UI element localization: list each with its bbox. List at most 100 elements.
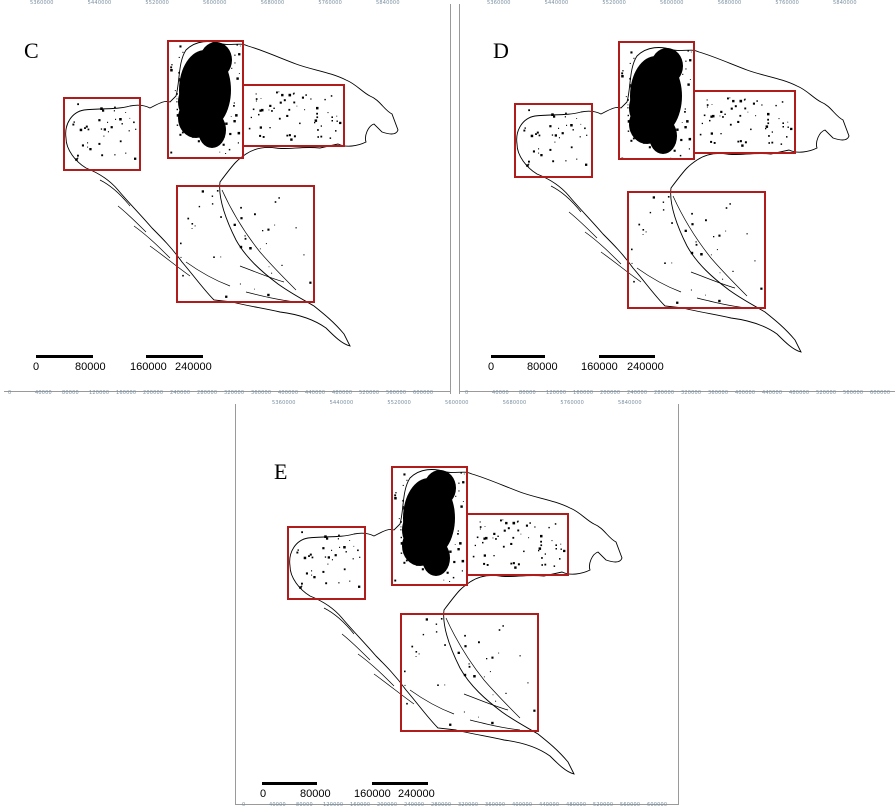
cover-speck	[503, 529, 506, 532]
cover-speck	[732, 270, 734, 272]
cover-speck	[750, 128, 752, 131]
cover-speck	[549, 125, 552, 128]
cover-speck	[654, 57, 656, 59]
cover-speck	[187, 70, 190, 73]
cover-speck	[403, 473, 406, 476]
coastline-island	[636, 267, 682, 293]
cover-speck	[512, 521, 516, 525]
cover-speck	[324, 98, 326, 101]
cover-speck	[259, 109, 262, 112]
cover-speck	[473, 675, 476, 678]
cover-speck	[338, 582, 340, 584]
cover-speck	[395, 492, 397, 494]
cover-speck	[121, 123, 123, 125]
cover-speck	[633, 57, 635, 59]
cover-speck	[701, 122, 703, 125]
bottom-tick-label: 120000	[546, 390, 567, 396]
cover-speck	[775, 104, 777, 107]
coastline-island	[117, 205, 147, 233]
cover-speck	[320, 125, 322, 127]
cover-speck	[689, 59, 692, 62]
bottom-tick-label: 320000	[224, 390, 245, 396]
cover-speck	[718, 234, 721, 237]
cover-speck	[648, 142, 650, 144]
cover-speck	[479, 526, 482, 528]
cover-speck	[629, 84, 631, 86]
cover-speck	[498, 652, 500, 654]
cover-speck	[449, 550, 452, 553]
cover-speck	[427, 479, 429, 481]
cover-speck	[644, 61, 647, 64]
cover-speck	[710, 132, 713, 135]
cover-speck	[223, 108, 226, 111]
cover-speck	[234, 54, 236, 56]
cover-speck	[584, 127, 586, 130]
cover-speck	[729, 203, 731, 205]
cover-speck	[447, 510, 449, 512]
coastline-island	[584, 231, 622, 265]
panel-e-left-frame	[235, 404, 236, 804]
cover-speck	[472, 555, 475, 558]
cover-speck	[739, 140, 742, 143]
cover-speck	[767, 122, 770, 125]
cover-speck	[516, 521, 519, 523]
cover-speck	[703, 114, 706, 117]
cover-speck	[435, 631, 438, 633]
cover-speck	[182, 118, 184, 120]
cover-speck	[394, 579, 397, 582]
cover-speck	[493, 532, 496, 535]
cover-speck	[100, 107, 103, 110]
cover-speck	[400, 521, 402, 523]
panel-c-bottom-ticks: 0 40000 80000 120000 160000 200000 240000 28000…	[8, 390, 440, 396]
cover-speck	[680, 138, 683, 142]
scale-label-160000: 160000	[354, 788, 391, 800]
cover-speck	[661, 120, 664, 123]
cover-speck	[455, 495, 457, 497]
scale-label-240000: 240000	[627, 361, 664, 373]
cover-speck	[115, 118, 117, 120]
cover-speck	[197, 140, 200, 143]
cover-speck	[429, 480, 432, 483]
cover-speck	[178, 56, 180, 58]
cover-speck	[223, 82, 225, 84]
cover-speck	[254, 213, 256, 216]
cover-speck	[343, 546, 346, 549]
bottom-tick-label: 80000	[519, 390, 536, 396]
cover-speck	[498, 629, 501, 631]
highlight-regions	[287, 466, 569, 732]
cover-speck	[585, 163, 588, 166]
cover-speck	[744, 107, 747, 110]
bottom-tick-label: 40000	[269, 802, 286, 808]
cover-speck	[267, 228, 270, 231]
cover-speck	[555, 544, 557, 546]
cover-speck	[645, 122, 648, 125]
cover-speck	[268, 266, 270, 268]
cover-speck	[790, 127, 793, 131]
cover-speck	[685, 68, 687, 70]
cover-speck	[746, 233, 748, 235]
cover-speck	[570, 146, 573, 149]
cover-speck	[457, 548, 460, 551]
cover-speck	[722, 116, 724, 118]
cover-speck	[87, 146, 89, 148]
cover-speck	[225, 122, 228, 125]
cover-speck	[176, 114, 180, 117]
cover-speck	[452, 576, 455, 579]
cover-speck	[349, 540, 351, 541]
coastline-island	[341, 633, 371, 661]
cover-speck	[262, 230, 264, 232]
cover-speck	[237, 142, 239, 144]
bottom-tick-label: 440000	[539, 802, 560, 808]
cover-speck	[199, 86, 202, 89]
cover-speck	[352, 558, 354, 560]
cover-speck	[535, 133, 537, 135]
cover-speck	[198, 205, 201, 208]
bottom-tick-label: 0	[242, 802, 246, 808]
cover-speck	[536, 131, 539, 134]
cover-speck	[261, 108, 264, 112]
cover-speck	[411, 645, 414, 648]
cover-speck	[405, 502, 408, 504]
cover-speck	[176, 124, 179, 126]
coastline-island	[550, 185, 582, 213]
cover-speck	[741, 144, 744, 147]
